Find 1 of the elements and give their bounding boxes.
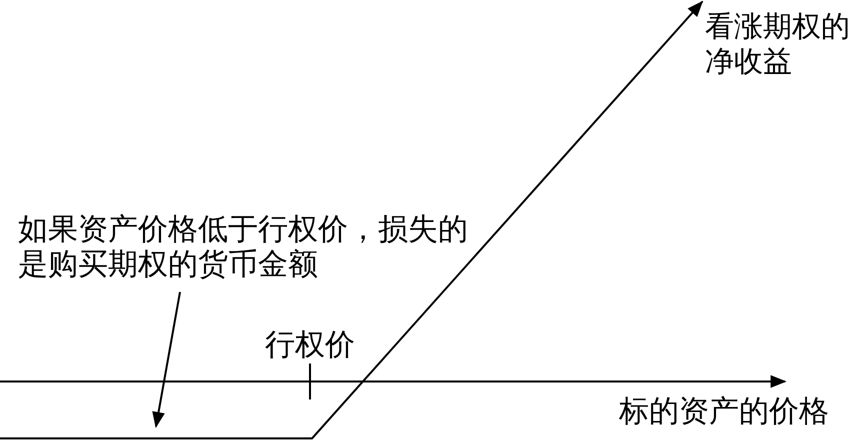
x-axis-title: 标的资产的价格 [619, 395, 829, 428]
